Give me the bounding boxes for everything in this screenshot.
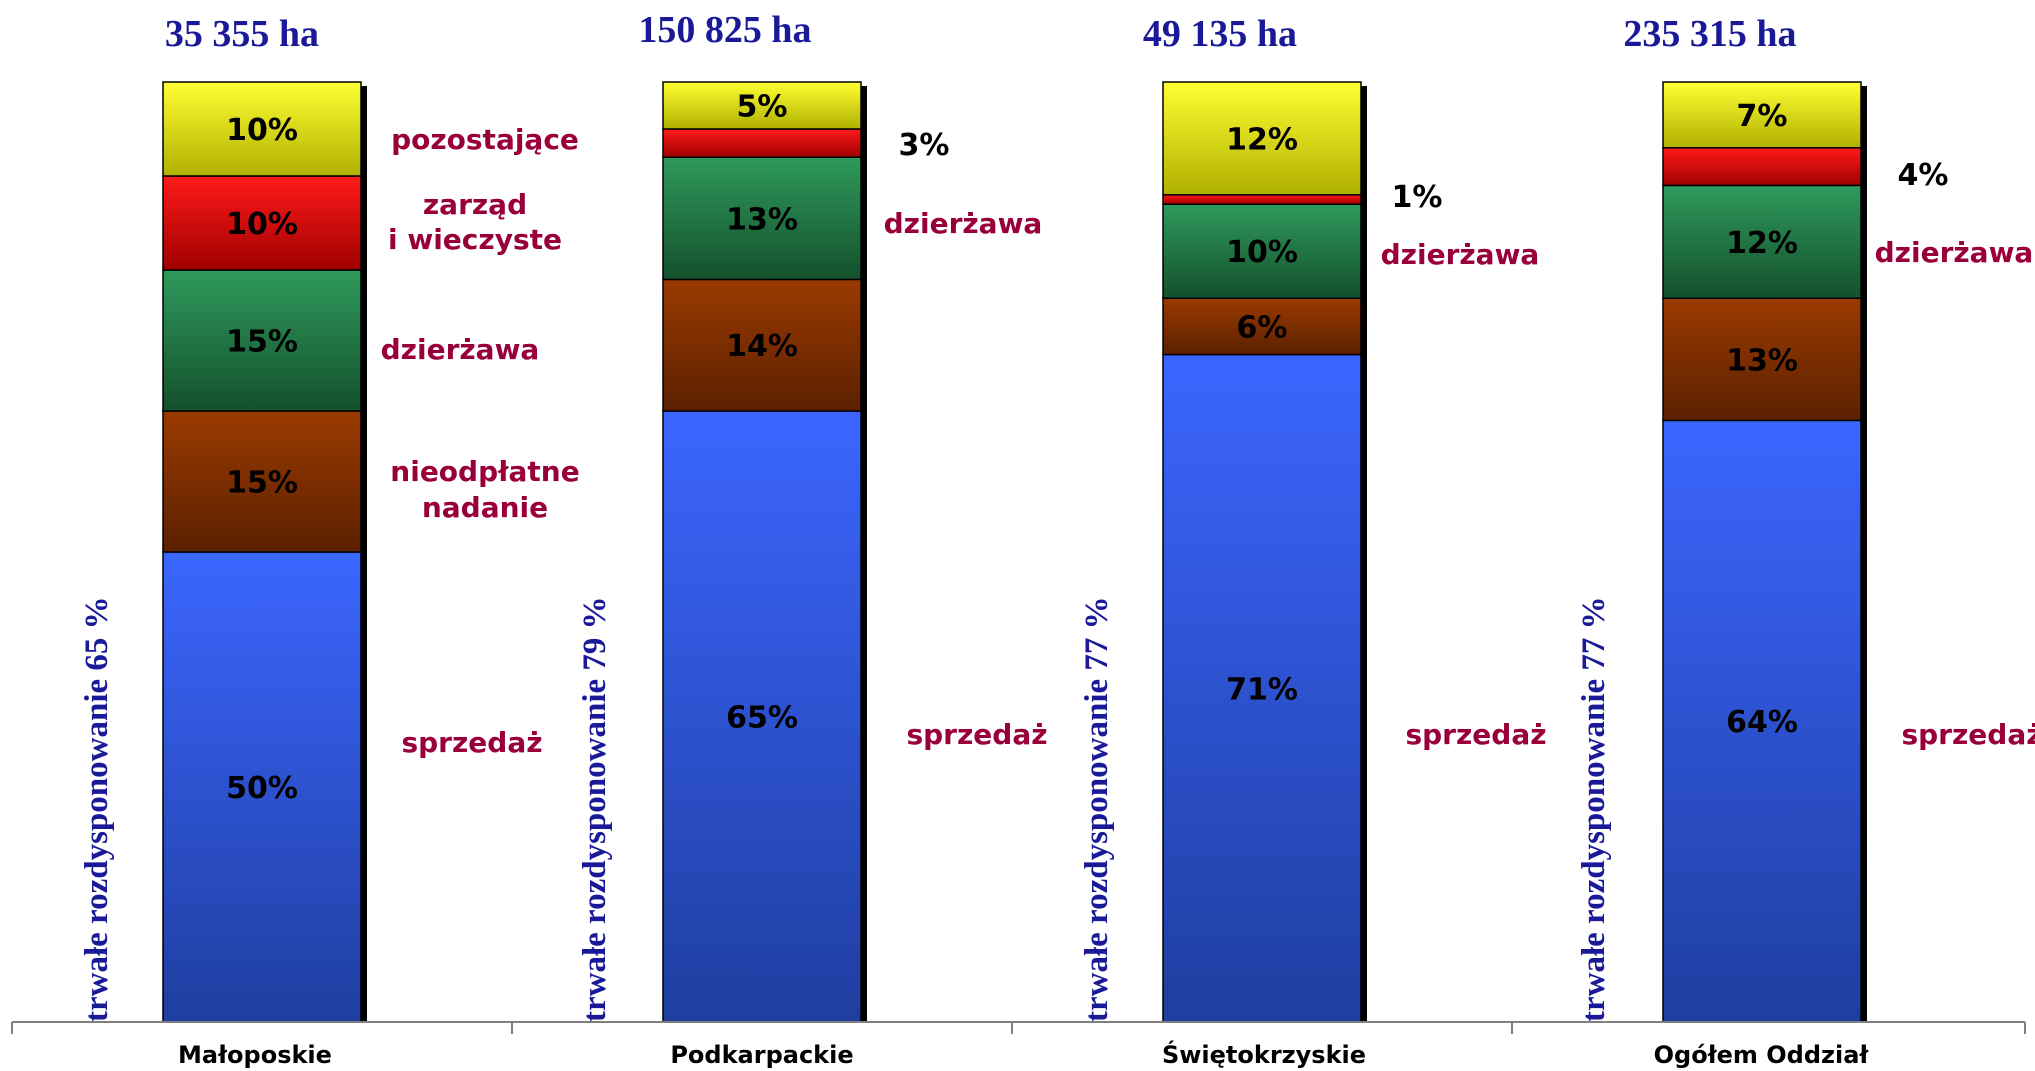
annotation-zarzad-line1: zarząd <box>423 188 527 221</box>
bar-segment-dzierzawa <box>1162 203 1362 299</box>
annotation-zarzad-line2: i wieczyste <box>388 223 562 256</box>
bar-value-label: 65% <box>726 701 798 736</box>
vertical-label-podkarpackie: trwałe rozdysponowanie 79 % <box>577 596 613 1022</box>
bar-segment-dzierzawa <box>662 156 862 281</box>
vertical-label-swietokrzyskie: trwałe rozdysponowanie 77 % <box>1079 596 1115 1022</box>
segment-labels: 50% 15% 15% 10% 10% 65% 14% 13% 5% 71% 6% 10% 12% 64%… <box>226 90 1798 807</box>
bar-value-label: 5% <box>737 90 788 125</box>
total-label-podkarpackie: 150 825 ha <box>638 9 811 51</box>
bar-segment-sprzedaz <box>162 551 362 1023</box>
bar-value-label: 15% <box>226 325 298 360</box>
bar-value-label: 71% <box>1226 672 1298 707</box>
bar-segment-zarzad <box>162 175 362 271</box>
bar-segment-pozostajace <box>662 81 862 130</box>
bar-segment-nieodplatne <box>1162 297 1362 356</box>
bar-value-label: 14% <box>726 329 798 364</box>
annotation-sprzedaz: sprzedaż <box>1901 718 2035 751</box>
bar-value-label: 6% <box>1237 310 1288 345</box>
bar-segment-nieodplatne <box>1662 297 1862 422</box>
bar-value-label: 64% <box>1726 705 1798 740</box>
annotation-sprzedaz: sprzedaż <box>1405 718 1546 751</box>
bar-segment-zarzad <box>1162 194 1362 205</box>
total-label-ogolem: 235 315 ha <box>1623 13 1796 55</box>
bar-value-label: 12% <box>1726 226 1798 261</box>
bar-segment-dzierzawa <box>1662 184 1862 299</box>
annotation-sprzedaz: sprzedaż <box>401 726 542 759</box>
bar-segment-sprzedaz <box>1662 419 1862 1023</box>
bar-value-label: 12% <box>1226 122 1298 157</box>
annotation-dzierzawa: dzierżawa <box>381 333 540 366</box>
annotation-zarzad-pct: 4% <box>1898 158 1949 193</box>
bar-value-label: 13% <box>1726 343 1798 378</box>
bar-segment-dzierzawa <box>162 269 362 412</box>
vertical-label-ogolem: trwałe rozdysponowanie 77 % <box>1576 596 1612 1022</box>
annotation-nieodplatne-line1: nieodpłatne <box>390 455 579 488</box>
annotation-pozostajace: pozostające <box>391 123 579 156</box>
bar-value-label: 10% <box>1226 235 1298 270</box>
total-label-swietokrzyskie: 49 135 ha <box>1143 13 1297 55</box>
annotation-nieodplatne-line2: nadanie <box>422 491 548 524</box>
bar-segment-pozostajace <box>162 81 362 177</box>
bar-value-label: 15% <box>226 466 298 501</box>
bar-segment-sprzedaz <box>1162 353 1362 1023</box>
bar-segment-zarzad <box>662 128 862 158</box>
annotation-dzierzawa: dzierżawa <box>1381 238 1540 271</box>
bar-value-label: 50% <box>226 771 298 806</box>
total-label-malopolskie: 35 355 ha <box>165 13 319 55</box>
category-label-podkarpackie: Podkarpackie <box>670 1041 853 1069</box>
category-label-malopolskie: Małoposkie <box>178 1041 332 1069</box>
annotation-dzierzawa: dzierżawa <box>1875 236 2034 269</box>
bar-segment-nieodplatne <box>662 278 862 412</box>
bar-segment-sprzedaz <box>662 410 862 1023</box>
annotation-dzierzawa: dzierżawa <box>884 207 1043 240</box>
bar-value-label: 10% <box>226 207 298 242</box>
annotation-zarzad-pct: 3% <box>899 128 950 163</box>
category-label-ogolem: Ogółem Oddział <box>1654 1041 1870 1069</box>
bar-segment-zarzad <box>1662 147 1862 187</box>
category-label-swietokrzyskie: Świętokrzyskie <box>1162 1039 1366 1069</box>
bar-value-label: 7% <box>1737 99 1788 134</box>
bar-value-label: 13% <box>726 202 798 237</box>
bars-layer <box>162 81 1867 1023</box>
bar-segment-pozostajace <box>1162 81 1362 196</box>
annotation-zarzad-pct: 1% <box>1392 180 1443 215</box>
vertical-label-malopolskie: trwałe rozdysponowanie 65 % <box>79 596 115 1022</box>
annotation-sprzedaz: sprzedaż <box>906 718 1047 751</box>
bar-segment-pozostajace <box>1662 81 1862 149</box>
bar-value-label: 10% <box>226 113 298 148</box>
